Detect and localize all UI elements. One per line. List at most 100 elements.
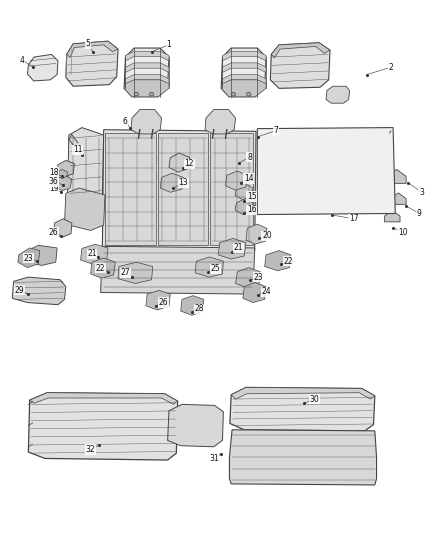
Text: 22: 22 xyxy=(96,264,106,272)
Polygon shape xyxy=(102,130,256,251)
Polygon shape xyxy=(230,387,375,431)
Polygon shape xyxy=(101,246,254,294)
Text: 12: 12 xyxy=(185,159,194,168)
Polygon shape xyxy=(271,43,330,58)
Polygon shape xyxy=(218,238,246,259)
Text: 13: 13 xyxy=(179,178,188,187)
Polygon shape xyxy=(53,219,72,237)
Polygon shape xyxy=(223,63,266,72)
Polygon shape xyxy=(221,80,266,97)
Polygon shape xyxy=(243,282,266,303)
Polygon shape xyxy=(125,63,169,72)
Polygon shape xyxy=(18,248,40,268)
Polygon shape xyxy=(387,169,406,183)
Text: 20: 20 xyxy=(262,231,272,240)
Polygon shape xyxy=(67,127,104,204)
Polygon shape xyxy=(67,41,118,57)
Polygon shape xyxy=(118,262,153,284)
Polygon shape xyxy=(236,268,260,288)
Polygon shape xyxy=(160,173,184,192)
Text: 30: 30 xyxy=(310,394,320,403)
Text: 19: 19 xyxy=(49,184,58,193)
Polygon shape xyxy=(257,127,395,215)
Text: 8: 8 xyxy=(247,153,252,162)
Polygon shape xyxy=(246,224,267,244)
Polygon shape xyxy=(210,133,253,245)
Polygon shape xyxy=(56,169,67,179)
Text: 31: 31 xyxy=(209,455,219,464)
Polygon shape xyxy=(66,41,118,86)
Polygon shape xyxy=(125,75,169,84)
Text: 14: 14 xyxy=(244,174,254,183)
Ellipse shape xyxy=(193,426,200,432)
Polygon shape xyxy=(230,430,377,485)
Polygon shape xyxy=(181,296,204,316)
Text: 23: 23 xyxy=(253,272,263,281)
Polygon shape xyxy=(235,184,253,200)
Polygon shape xyxy=(226,171,247,190)
Text: 24: 24 xyxy=(261,287,271,296)
Text: 21: 21 xyxy=(234,244,244,253)
Ellipse shape xyxy=(134,92,138,96)
Ellipse shape xyxy=(247,92,251,96)
Text: 26: 26 xyxy=(49,228,58,237)
Ellipse shape xyxy=(154,296,162,304)
Text: 23: 23 xyxy=(24,254,33,263)
Text: 17: 17 xyxy=(349,214,359,223)
Polygon shape xyxy=(54,175,72,191)
Polygon shape xyxy=(168,405,223,447)
Polygon shape xyxy=(221,48,266,97)
Text: 10: 10 xyxy=(398,228,407,237)
Text: 16: 16 xyxy=(247,205,257,214)
Polygon shape xyxy=(146,290,170,310)
Text: 32: 32 xyxy=(86,445,95,454)
Polygon shape xyxy=(205,110,236,134)
Polygon shape xyxy=(125,51,169,61)
Polygon shape xyxy=(385,211,400,222)
Text: 27: 27 xyxy=(120,268,130,277)
Polygon shape xyxy=(391,193,406,204)
Text: 15: 15 xyxy=(247,192,257,201)
Text: 3: 3 xyxy=(419,188,424,197)
Text: 28: 28 xyxy=(194,304,204,313)
Text: 7: 7 xyxy=(273,126,278,135)
Text: 26: 26 xyxy=(159,298,168,307)
Polygon shape xyxy=(81,244,108,264)
Text: 2: 2 xyxy=(389,63,393,71)
Polygon shape xyxy=(57,160,74,176)
Polygon shape xyxy=(105,133,156,245)
Polygon shape xyxy=(223,75,266,84)
Ellipse shape xyxy=(300,177,329,209)
Polygon shape xyxy=(158,133,208,245)
Polygon shape xyxy=(28,393,178,460)
Text: 1: 1 xyxy=(166,41,171,50)
Polygon shape xyxy=(326,86,350,103)
Polygon shape xyxy=(124,48,169,97)
Text: 22: 22 xyxy=(284,257,293,265)
Text: 21: 21 xyxy=(87,249,97,259)
Polygon shape xyxy=(30,393,178,405)
Text: 36: 36 xyxy=(49,177,59,186)
Text: 5: 5 xyxy=(85,39,90,49)
Ellipse shape xyxy=(300,139,329,171)
Polygon shape xyxy=(231,387,375,399)
Polygon shape xyxy=(28,54,58,81)
Polygon shape xyxy=(270,43,330,88)
Polygon shape xyxy=(91,258,116,278)
Polygon shape xyxy=(235,199,253,215)
Text: 25: 25 xyxy=(211,264,220,273)
Polygon shape xyxy=(169,153,189,172)
Polygon shape xyxy=(12,277,66,305)
Ellipse shape xyxy=(149,92,154,96)
Text: 11: 11 xyxy=(73,146,82,155)
Polygon shape xyxy=(124,80,169,97)
Text: 29: 29 xyxy=(15,286,25,295)
Polygon shape xyxy=(223,51,266,61)
Polygon shape xyxy=(24,245,57,265)
Text: 4: 4 xyxy=(20,56,25,64)
Polygon shape xyxy=(195,257,223,277)
Polygon shape xyxy=(64,188,105,230)
Text: 6: 6 xyxy=(123,117,128,126)
Text: 18: 18 xyxy=(49,167,58,176)
Polygon shape xyxy=(131,110,162,134)
